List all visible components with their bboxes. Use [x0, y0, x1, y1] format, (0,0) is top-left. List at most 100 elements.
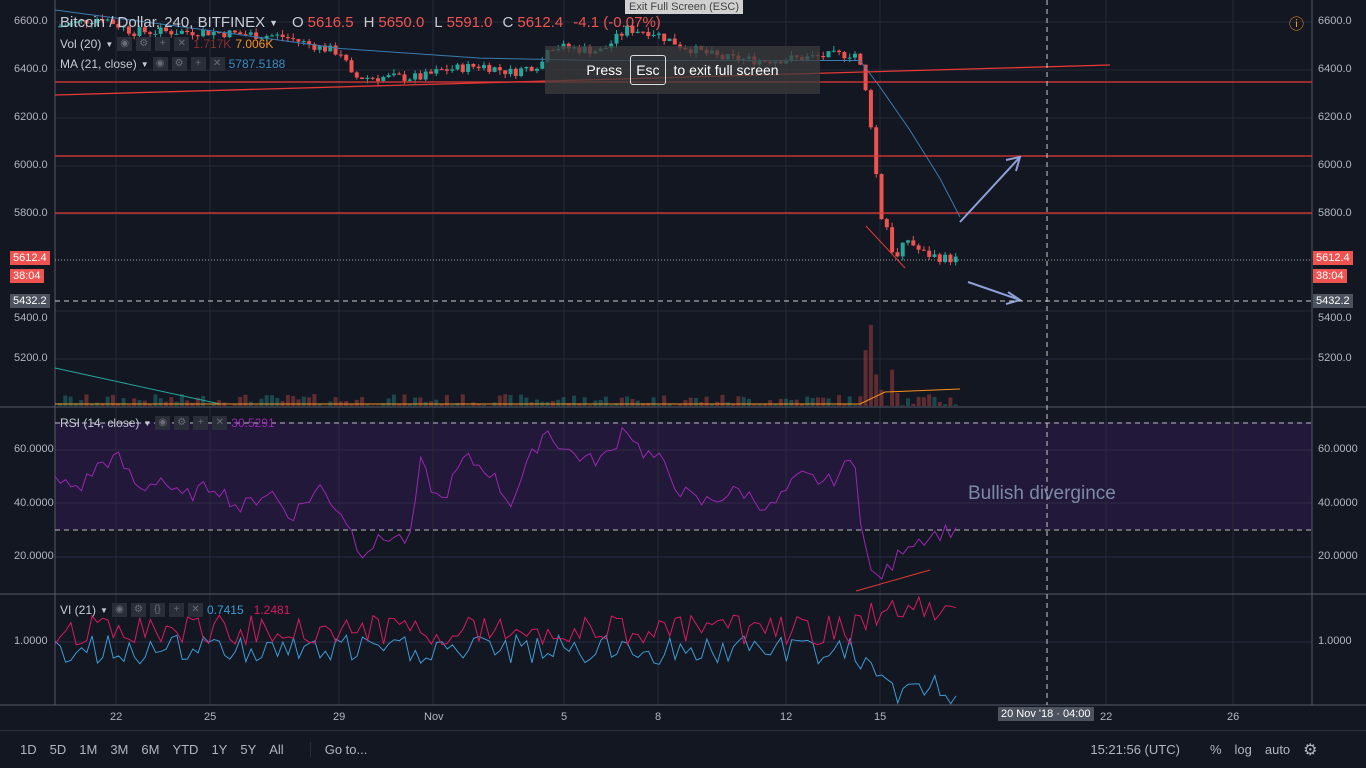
volume-bar	[365, 404, 370, 406]
symbol-title[interactable]: Bitcoin / Dollar, 240, BITFINEX	[60, 14, 266, 31]
range-1y[interactable]: 1Y	[211, 742, 228, 757]
candle	[232, 30, 237, 33]
price-label: 5800.0	[1318, 207, 1352, 219]
close-icon[interactable]: ✕	[187, 603, 203, 617]
range-1m[interactable]: 1M	[79, 742, 98, 757]
range-all[interactable]: All	[269, 742, 284, 757]
price-chart[interactable]	[0, 0, 1366, 730]
close-icon[interactable]: ✕	[212, 416, 228, 430]
candle	[307, 41, 312, 45]
volume-bar	[683, 400, 688, 406]
gear-icon[interactable]: ⚙	[1303, 741, 1318, 759]
candle	[916, 245, 921, 250]
time-label: 5	[561, 711, 568, 723]
percent-toggle[interactable]: %	[1209, 742, 1222, 757]
range-6m[interactable]: 6M	[141, 742, 160, 757]
left-price-label: 6600.0	[14, 15, 48, 27]
volume-bar	[747, 398, 751, 406]
eye-icon[interactable]: ◉	[152, 57, 168, 71]
volume-bar	[386, 398, 391, 406]
candle	[111, 19, 115, 24]
volume-bar	[185, 400, 190, 406]
bullish-divergence-note: Bullish divergince	[968, 483, 1116, 504]
alert-icon[interactable]: ⓘ	[1289, 16, 1305, 33]
gear-icon[interactable]: ⚙	[174, 416, 190, 430]
plus-icon[interactable]: +	[193, 416, 209, 430]
volume-bar	[826, 398, 831, 406]
rsi-label[interactable]: RSI (14, close)	[60, 416, 140, 430]
volume-bar	[953, 404, 958, 406]
volume-bar	[344, 400, 349, 406]
range-1d[interactable]: 1D	[20, 742, 37, 757]
log-toggle[interactable]: log	[1234, 742, 1252, 757]
plus-icon[interactable]: +	[155, 37, 171, 51]
candle	[211, 31, 216, 36]
candle	[847, 57, 852, 59]
range-5d[interactable]: 5D	[49, 742, 67, 757]
candle	[497, 67, 502, 71]
chevron-down-icon[interactable]: ▼	[105, 39, 114, 49]
candle	[89, 23, 94, 25]
volume-bar	[243, 394, 248, 406]
candle	[333, 45, 338, 55]
volume-bar	[413, 397, 418, 406]
volume-bar	[111, 394, 115, 406]
chevron-down-icon[interactable]: ▼	[140, 59, 149, 69]
candle	[84, 19, 89, 24]
volume-bar	[810, 398, 815, 406]
candle	[614, 33, 619, 44]
range-5y[interactable]: 5Y	[240, 742, 257, 757]
volume-bar	[932, 396, 937, 406]
eye-icon[interactable]: ◉	[111, 603, 127, 617]
candle	[354, 72, 359, 78]
chevron-down-icon[interactable]: ▼	[269, 17, 278, 28]
candle	[360, 77, 365, 79]
eye-icon[interactable]: ◉	[155, 416, 171, 430]
plus-icon[interactable]: +	[190, 57, 206, 71]
candle	[349, 60, 354, 73]
volume-bar	[333, 397, 338, 406]
candle	[540, 61, 545, 69]
candle	[317, 45, 322, 50]
candle	[248, 32, 253, 35]
volume-bar	[126, 404, 131, 406]
gear-icon[interactable]: ⚙	[171, 57, 187, 71]
goto-button[interactable]: Go to...	[309, 742, 367, 757]
auto-toggle[interactable]: auto	[1264, 742, 1291, 757]
close-icon[interactable]: ✕	[209, 57, 225, 71]
eye-icon[interactable]: ◉	[117, 37, 133, 51]
volume-bar	[879, 389, 884, 406]
range-3m[interactable]: 3M	[110, 742, 129, 757]
braces-icon[interactable]: {}	[149, 603, 165, 617]
range-ytd[interactable]: YTD	[172, 742, 199, 757]
candle	[79, 19, 84, 22]
bottom-toolbar: 1D 5D 1M 3M 6M YTD 1Y 5Y All Go to... 15…	[0, 730, 1366, 768]
volume-bar	[513, 405, 518, 406]
price-label: 5400.0	[1318, 312, 1352, 324]
chevron-down-icon[interactable]: ▼	[143, 418, 152, 428]
candle	[879, 174, 884, 220]
candle	[921, 249, 926, 251]
volume-bar	[937, 401, 942, 406]
vi-label[interactable]: VI (21)	[60, 603, 97, 617]
plus-icon[interactable]: +	[168, 603, 184, 617]
volume-bar	[158, 398, 163, 406]
time-label: 22	[110, 711, 123, 723]
vol-label[interactable]: Vol (20)	[60, 37, 102, 51]
esc-key: Esc	[630, 55, 666, 85]
ma-label[interactable]: MA (21, close)	[60, 57, 137, 71]
candle	[148, 32, 153, 34]
close-icon[interactable]: ✕	[174, 37, 190, 51]
volume-bar	[720, 394, 725, 406]
gear-icon[interactable]: ⚙	[130, 603, 146, 617]
chevron-down-icon[interactable]: ▼	[100, 605, 108, 615]
candle	[142, 27, 147, 33]
open-value: 5616.5	[307, 14, 354, 31]
last-price-tag-left: 5612.4	[10, 251, 50, 265]
volume-bar	[455, 403, 460, 406]
vi-plus-value: 0.7415	[206, 603, 244, 617]
gear-icon[interactable]: ⚙	[136, 37, 152, 51]
price-label: 5200.0	[1318, 352, 1352, 364]
volume-bar	[858, 396, 863, 406]
volume-bar	[264, 395, 269, 406]
